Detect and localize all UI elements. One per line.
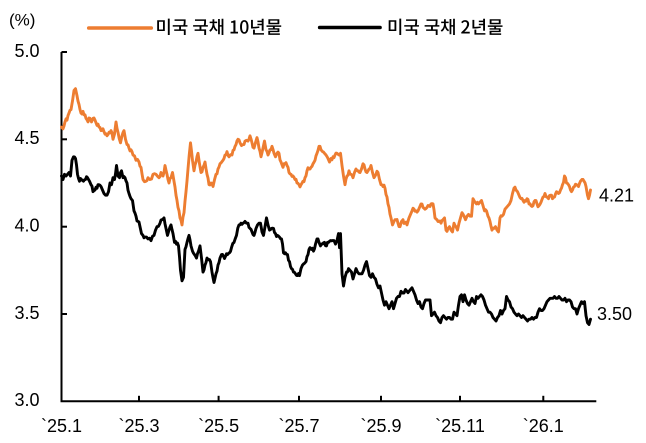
svg-text:4.0: 4.0 [14, 216, 39, 236]
svg-text:(%): (%) [9, 10, 35, 29]
svg-text:4.5: 4.5 [14, 128, 39, 148]
svg-text:`25.5: `25.5 [198, 416, 239, 436]
svg-text:`25.9: `25.9 [360, 416, 401, 436]
svg-text:`26.1: `26.1 [523, 416, 564, 436]
svg-text:`25.3: `25.3 [118, 416, 159, 436]
svg-text:3.0: 3.0 [14, 390, 39, 410]
svg-text:`25.7: `25.7 [278, 416, 319, 436]
svg-text:3.50: 3.50 [597, 304, 632, 324]
svg-text:3.5: 3.5 [14, 303, 39, 323]
svg-text:`25.1: `25.1 [41, 416, 82, 436]
svg-text:4.21: 4.21 [599, 186, 634, 206]
svg-text:`25.11: `25.11 [435, 416, 485, 436]
svg-text:5.0: 5.0 [14, 41, 39, 61]
